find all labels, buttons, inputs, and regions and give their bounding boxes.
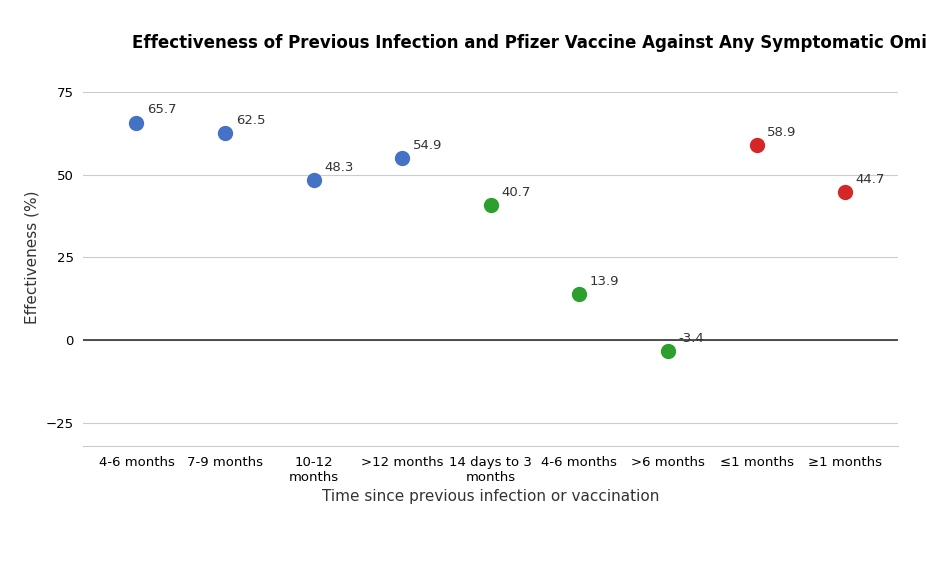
Point <box>218 129 232 138</box>
Text: -3.4: -3.4 <box>679 332 705 345</box>
Text: 44.7: 44.7 <box>856 173 885 185</box>
X-axis label: Time since previous infection or vaccination: Time since previous infection or vaccina… <box>322 490 659 505</box>
Text: 13.9: 13.9 <box>590 275 619 288</box>
Y-axis label: Effectiveness (%): Effectiveness (%) <box>25 190 40 324</box>
Text: 40.7: 40.7 <box>501 186 531 199</box>
Point <box>394 154 409 163</box>
Text: 48.3: 48.3 <box>324 161 354 174</box>
Text: 62.5: 62.5 <box>236 114 265 126</box>
Point <box>838 188 853 197</box>
Point <box>483 201 498 210</box>
Point <box>129 118 144 127</box>
Text: Effectiveness of Previous Infection and Pfizer Vaccine Against Any Symptomatic O: Effectiveness of Previous Infection and … <box>132 34 926 52</box>
Point <box>572 289 587 299</box>
Text: 54.9: 54.9 <box>413 139 443 152</box>
Text: 65.7: 65.7 <box>147 103 177 116</box>
Point <box>749 141 764 150</box>
Text: 58.9: 58.9 <box>767 125 796 138</box>
Point <box>307 176 321 185</box>
Point <box>660 347 675 356</box>
